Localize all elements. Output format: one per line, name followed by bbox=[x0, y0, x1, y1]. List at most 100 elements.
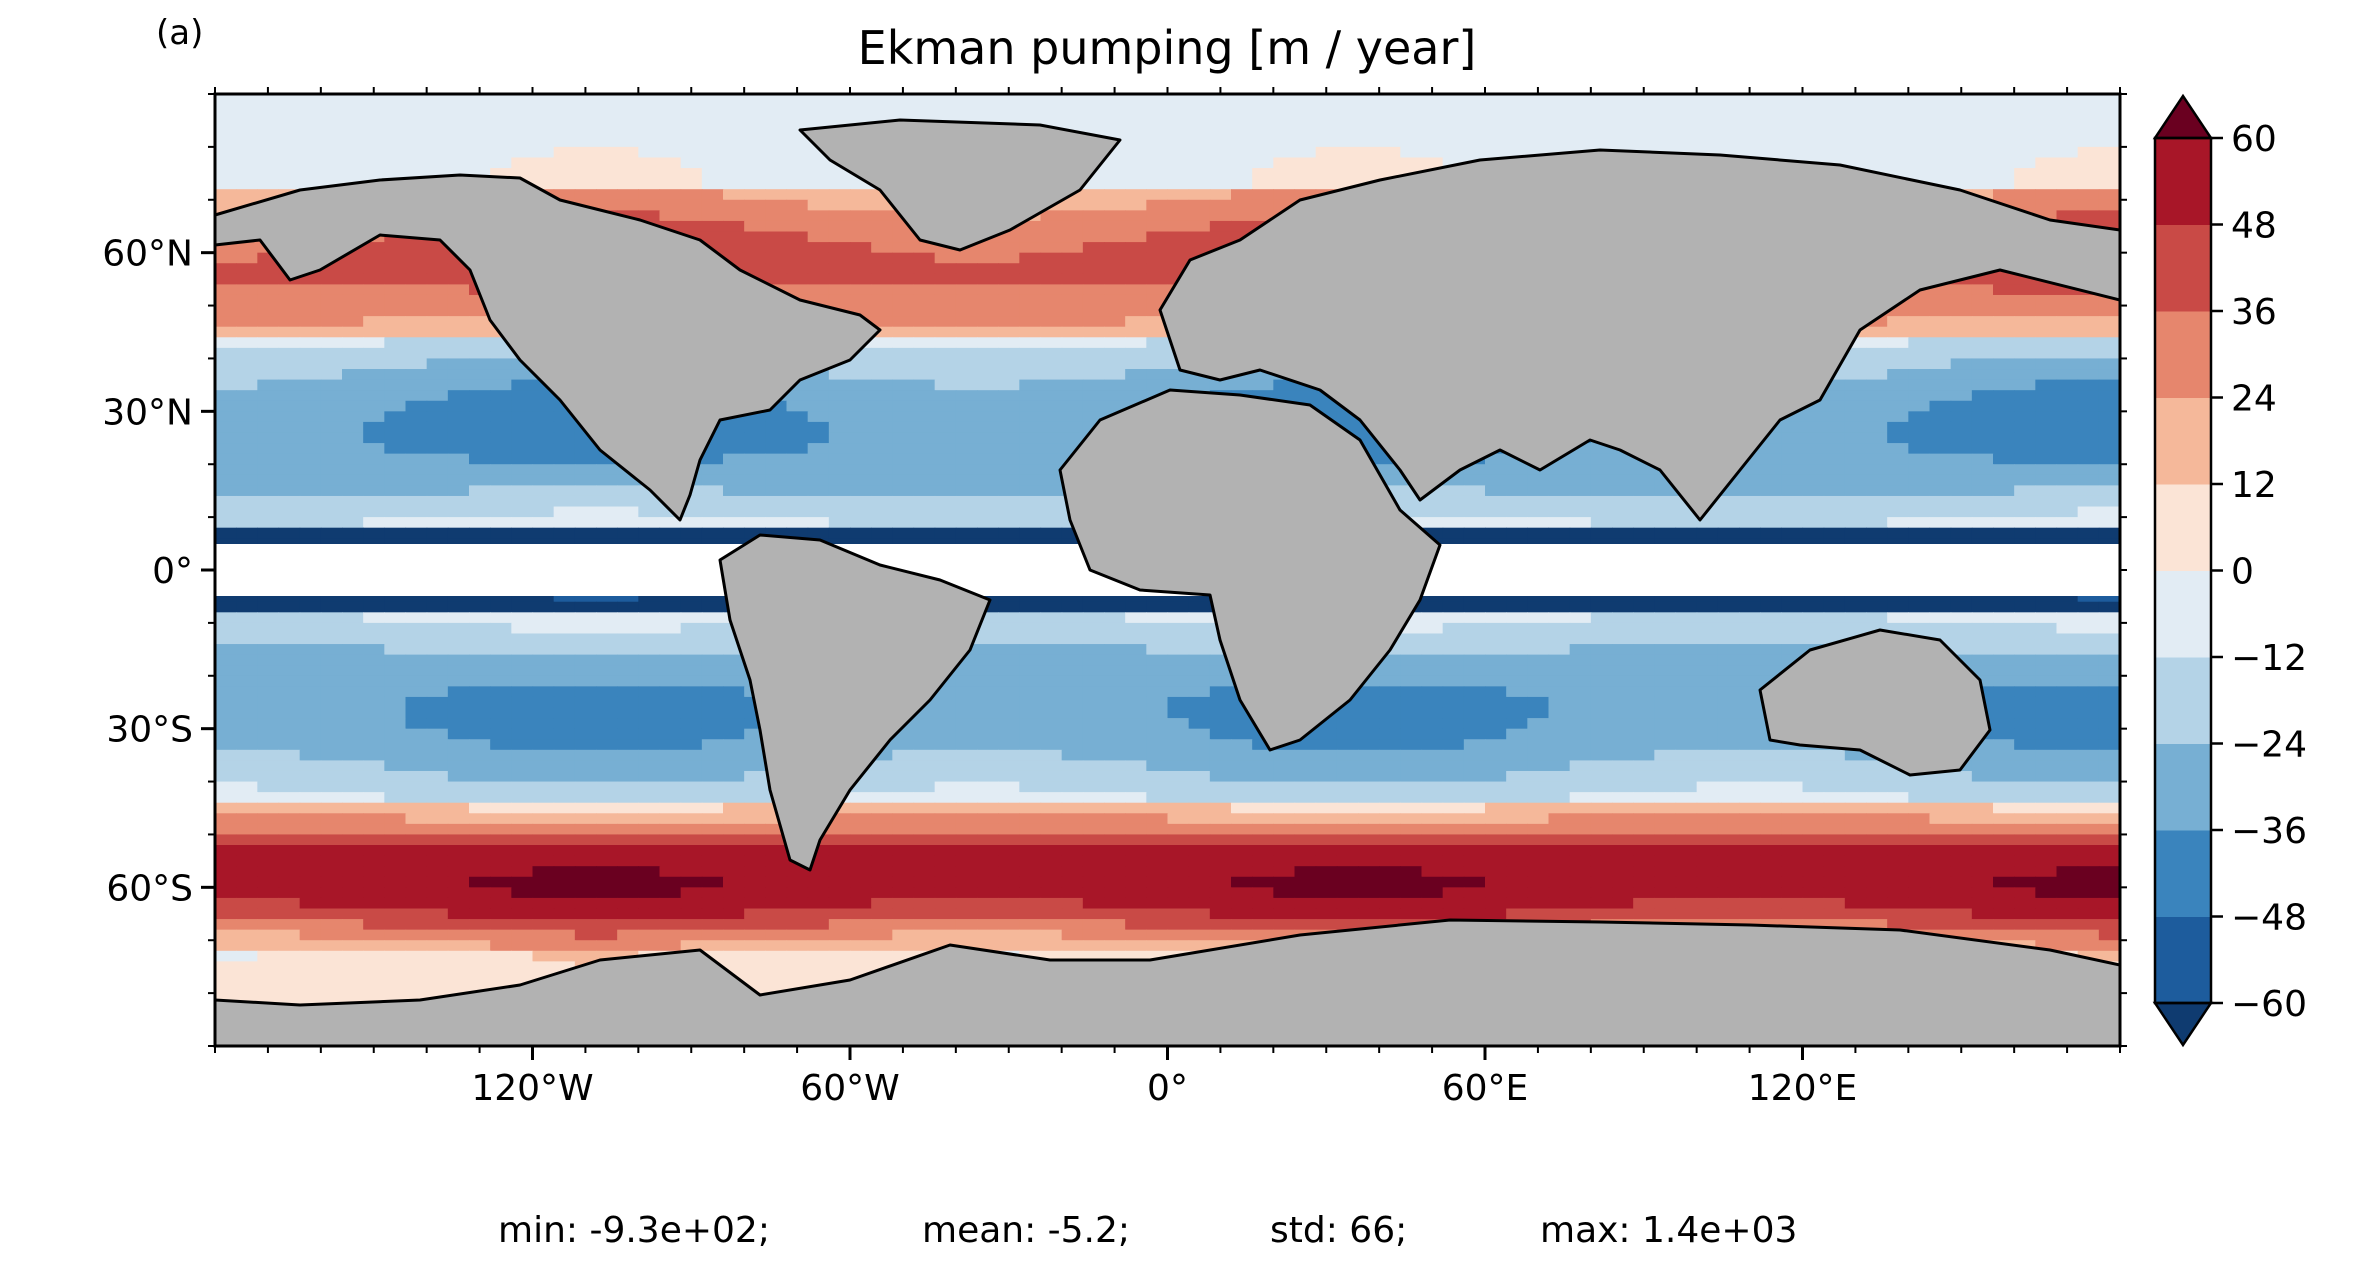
field-cell bbox=[701, 517, 724, 529]
field-cell bbox=[1125, 665, 1147, 677]
field-cell bbox=[1887, 612, 1909, 624]
field-cell bbox=[1993, 337, 2015, 349]
field-cell bbox=[2077, 633, 2100, 645]
field-cell bbox=[1527, 485, 1550, 497]
field-cell bbox=[998, 654, 1020, 666]
field-cell bbox=[2098, 390, 2120, 402]
field-cell bbox=[1252, 125, 1274, 137]
field-cell bbox=[1061, 115, 1084, 127]
field-cell bbox=[215, 305, 237, 317]
field-cell bbox=[1802, 527, 1825, 539]
field-cell bbox=[1929, 316, 1952, 328]
field-cell bbox=[617, 485, 639, 497]
field-cell bbox=[342, 612, 364, 624]
field-cell bbox=[1696, 612, 1719, 624]
field-cell bbox=[1844, 421, 1867, 434]
field-cell bbox=[532, 485, 555, 497]
field-cell bbox=[299, 347, 322, 360]
field-cell bbox=[1167, 189, 1190, 201]
field-cell bbox=[363, 400, 385, 412]
field-cell bbox=[1887, 347, 1909, 360]
field-cell bbox=[871, 485, 893, 497]
field-cell bbox=[320, 273, 343, 285]
field-cell bbox=[1696, 633, 1719, 645]
field-cell bbox=[363, 453, 385, 465]
field-cell bbox=[2056, 644, 2079, 656]
field-cell bbox=[384, 654, 407, 666]
field-cell bbox=[1993, 601, 2015, 613]
field-cell bbox=[1993, 443, 2015, 455]
field-cell bbox=[1844, 390, 1867, 402]
field-cell bbox=[532, 517, 555, 529]
field-cell bbox=[934, 316, 957, 328]
field-cell bbox=[1696, 104, 1719, 116]
field-cell bbox=[1506, 612, 1528, 624]
field-cell bbox=[1971, 316, 1994, 328]
field-cell bbox=[913, 495, 936, 508]
field-cell bbox=[871, 474, 893, 486]
field-cell bbox=[426, 665, 449, 677]
field-cell bbox=[913, 400, 936, 412]
field-cell bbox=[215, 199, 237, 211]
field-cell bbox=[680, 189, 703, 201]
field-cell bbox=[2098, 517, 2120, 529]
field-cell bbox=[1590, 527, 1613, 539]
field-cell bbox=[1082, 178, 1105, 190]
field-cell bbox=[1379, 125, 1401, 137]
field-cell bbox=[2056, 601, 2079, 613]
field-cell bbox=[2014, 453, 2036, 465]
field-cell bbox=[1908, 125, 1931, 137]
field-cell bbox=[1104, 347, 1126, 360]
field-cell bbox=[1866, 358, 1888, 370]
field-cell bbox=[2056, 326, 2079, 338]
field-cell bbox=[617, 199, 639, 211]
field-cell bbox=[659, 189, 682, 201]
field-cell bbox=[405, 146, 428, 159]
field-cell bbox=[701, 189, 724, 201]
field-cell bbox=[1654, 485, 1677, 497]
field-cell bbox=[596, 506, 618, 518]
field-cell bbox=[1590, 474, 1613, 486]
field-cell bbox=[490, 347, 512, 360]
field-cell bbox=[1802, 485, 1825, 497]
field-cell bbox=[723, 675, 745, 687]
field-cell bbox=[2077, 506, 2100, 518]
field-cell bbox=[1760, 104, 1782, 116]
field-cell bbox=[1760, 136, 1782, 148]
field-cell bbox=[447, 284, 470, 296]
field-cell bbox=[892, 527, 915, 539]
field-cell bbox=[638, 125, 661, 137]
field-cell bbox=[1442, 146, 1465, 159]
field-cell bbox=[1506, 115, 1528, 127]
field-cell bbox=[1485, 125, 1507, 137]
field-cell bbox=[1717, 622, 1740, 635]
field-cell bbox=[1125, 347, 1147, 360]
field-cell bbox=[892, 284, 915, 296]
field-cell bbox=[1061, 231, 1084, 243]
field-cell bbox=[426, 591, 449, 603]
field-cell bbox=[511, 453, 534, 465]
field-cell bbox=[744, 178, 766, 190]
field-cell bbox=[1844, 591, 1867, 603]
field-cell bbox=[2098, 485, 2120, 497]
field-cell bbox=[1485, 136, 1507, 148]
field-cell bbox=[1125, 157, 1147, 169]
field-cell bbox=[342, 94, 364, 106]
field-cell bbox=[659, 210, 682, 222]
field-cell bbox=[490, 495, 512, 508]
field-cell bbox=[215, 125, 237, 137]
field-cell bbox=[617, 157, 639, 169]
field-cell bbox=[1590, 538, 1613, 550]
field-cell bbox=[1844, 601, 1867, 613]
field-cell bbox=[1209, 136, 1232, 148]
field-cell bbox=[384, 358, 407, 370]
field-cell bbox=[977, 263, 999, 275]
field-cell bbox=[596, 94, 618, 106]
field-cell bbox=[1104, 675, 1126, 687]
field-cell bbox=[680, 136, 703, 148]
field-cell bbox=[955, 411, 978, 423]
field-cell bbox=[1019, 517, 1042, 529]
field-cell bbox=[786, 178, 809, 190]
field-cell bbox=[1908, 358, 1931, 370]
field-cell bbox=[1739, 538, 1761, 550]
